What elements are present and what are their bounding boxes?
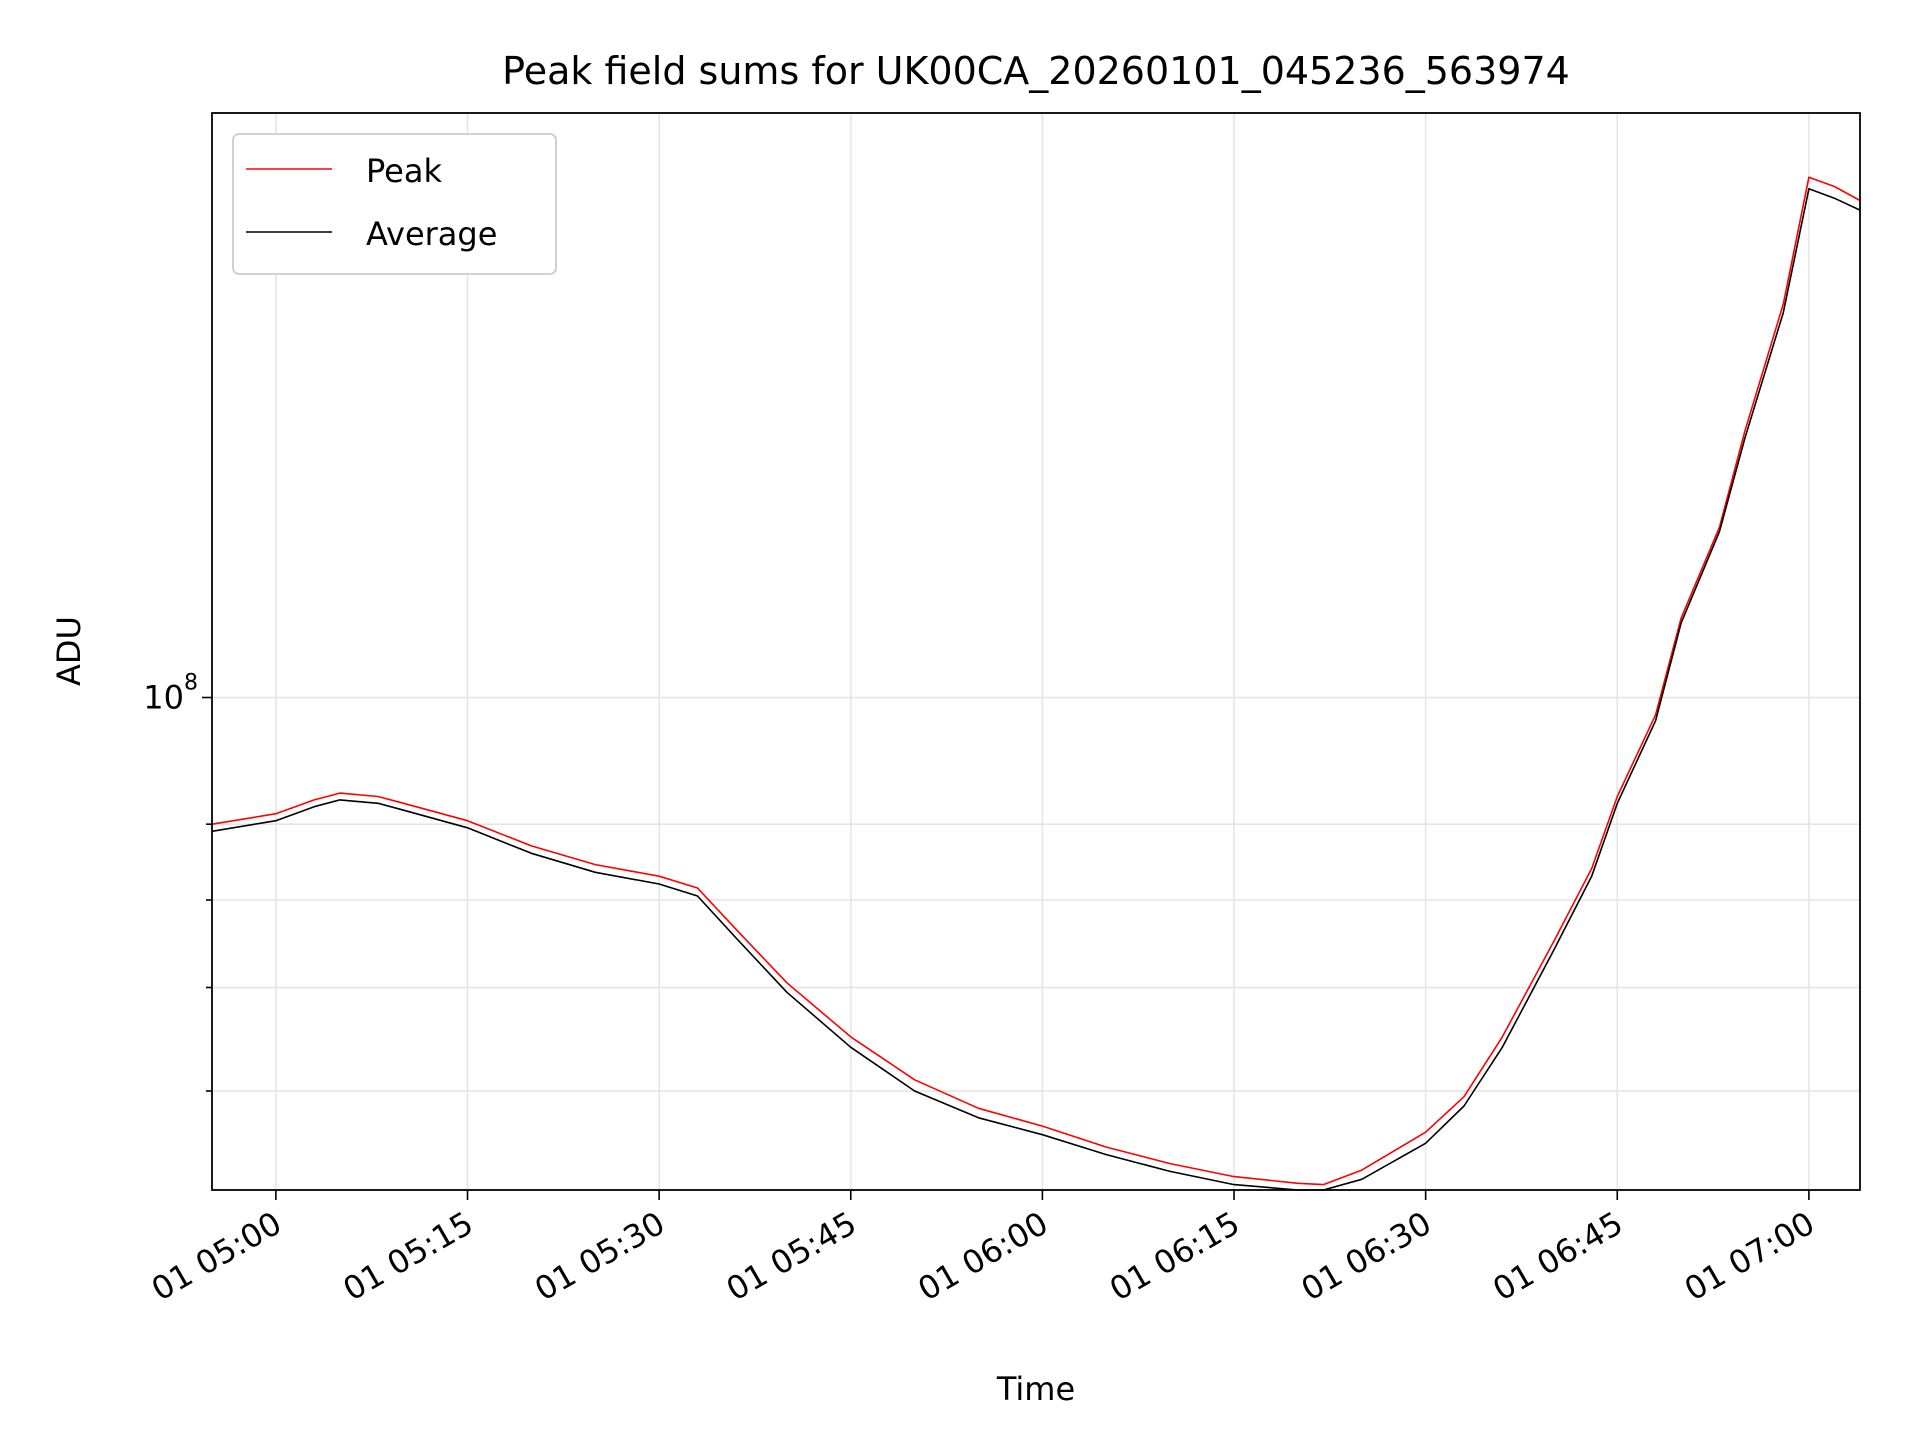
y-tick-label-base: 10: [143, 679, 184, 717]
grid: [212, 113, 1860, 1190]
axis-ticks: 01 05:00 01 05:15 01 05:30 01 05:45 01 06:00…: [143, 671, 1821, 1309]
series-line-average: [211, 188, 1861, 1191]
chart-title: Peak field sums for UK00CA_20260101_0452…: [502, 49, 1570, 93]
series-line-peak: [211, 176, 1861, 1186]
x-tick-label: 01 05:00: [145, 1204, 288, 1308]
legend-label-peak: Peak: [366, 152, 442, 190]
x-axis-label: Time: [996, 1370, 1075, 1408]
x-tick-label: 01 06:45: [1486, 1204, 1629, 1308]
x-tick-label: 01 06:30: [1295, 1204, 1438, 1308]
x-tick-label: 01 05:30: [528, 1204, 671, 1308]
series-layer: [211, 176, 1861, 1191]
x-tick-label: 01 05:15: [337, 1204, 480, 1308]
x-tick-label: 01 06:15: [1103, 1204, 1246, 1308]
plot-frame: [211, 112, 1861, 1191]
x-tick-label: 01 07:00: [1678, 1204, 1821, 1308]
legend: Peak Average: [232, 133, 557, 275]
y-axis-label: ADU: [50, 616, 88, 686]
x-tick-label: 01 06:00: [911, 1204, 1054, 1308]
legend-label-average: Average: [366, 215, 497, 253]
x-tick-label: 01 05:45: [720, 1204, 863, 1308]
y-tick-label-exponent: 8: [184, 671, 198, 696]
